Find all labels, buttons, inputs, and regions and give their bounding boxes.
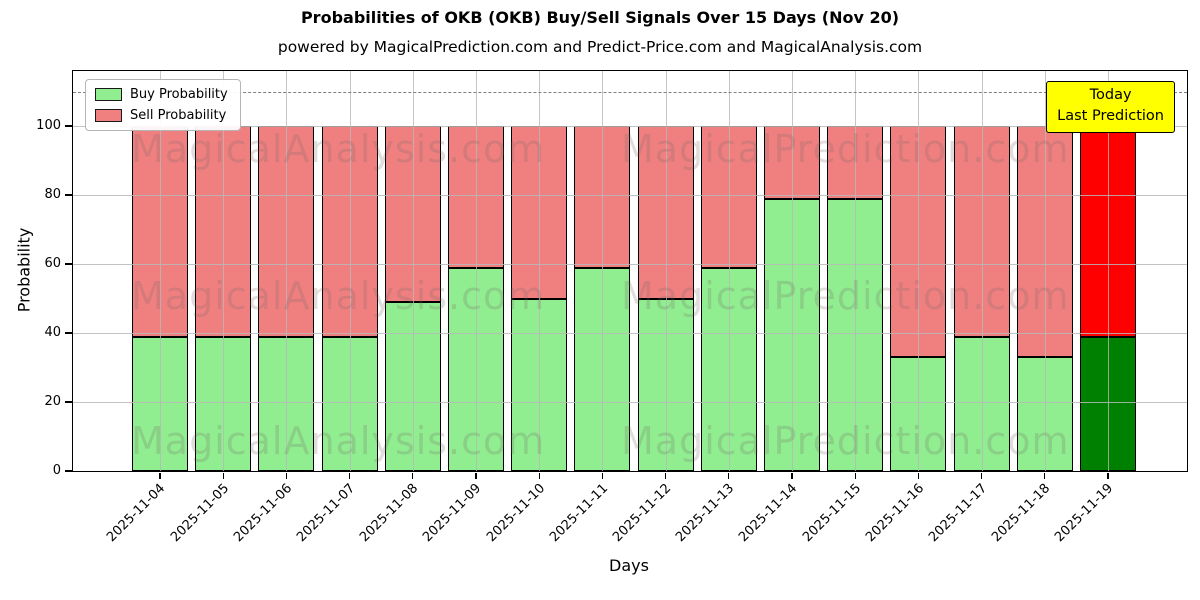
x-tick-mark (222, 472, 224, 479)
h-gridline-20 (73, 401, 1187, 403)
v-gridline (1108, 71, 1109, 471)
y-tick-mark (64, 263, 72, 265)
x-tick-mark (1107, 472, 1109, 479)
y-tick-20: 20 (44, 394, 61, 410)
x-tick-mark (980, 472, 983, 479)
h-gridline-60 (73, 263, 1187, 265)
y-tick-100: 100 (36, 118, 61, 134)
h-gridline-100 (73, 125, 1187, 127)
y-tick-mark (64, 401, 72, 403)
x-tick-label-text: 2025-11-05 (167, 481, 232, 546)
x-tick-label-text: 2025-11-12 (610, 481, 675, 546)
y-tick-40: 40 (44, 325, 61, 341)
axis-ticks-layer: 0 20 40 60 80 100 2025-11-04 2025-11-05 2025-11-… (36, 71, 1187, 545)
v-gridline (792, 71, 793, 471)
v-gridline (981, 71, 983, 471)
y-tick-60: 60 (44, 256, 61, 272)
v-gridline (223, 71, 225, 471)
v-gridline (160, 71, 161, 471)
v-gridline (1044, 71, 1046, 471)
x-tick-mark (664, 472, 667, 479)
x-tick-label-text: 2025-11-14 (736, 481, 801, 546)
legend-sell-label: Sell Probability (130, 108, 227, 123)
threshold-dashed-line (73, 91, 1187, 93)
plot-area: MagicalAnalysis.com MagicalPrediction.com… (36, 70, 1188, 545)
x-axis-label: Days (609, 556, 649, 575)
legend-item-buy: Buy Probability (95, 87, 228, 102)
v-gridline (855, 71, 857, 471)
v-gridline (476, 71, 477, 471)
x-tick-mark (728, 472, 730, 479)
x-tick-label-text: 2025-11-06 (230, 481, 295, 546)
today-annotation-line2: Last Prediction (1057, 108, 1164, 125)
v-gridline (286, 71, 288, 471)
x-tick-label-text: 2025-11-15 (799, 481, 864, 546)
legend: Buy Probability Sell Probability (85, 79, 241, 131)
today-annotation: Today Last Prediction (1046, 81, 1175, 134)
x-tick-mark (1044, 472, 1046, 479)
y-tick-0: 0 (52, 463, 61, 478)
x-tick-label-text: 2025-11-11 (546, 481, 611, 546)
y-tick-80: 80 (44, 187, 61, 203)
x-tick-mark (285, 472, 288, 479)
x-tick-mark (791, 472, 793, 479)
y-tick-mark (64, 332, 72, 334)
x-tick-mark (348, 472, 351, 479)
v-gridline (539, 71, 541, 471)
v-gridline (728, 71, 730, 471)
y-tick-mark (64, 125, 72, 127)
x-tick-label-text: 2025-11-10 (483, 481, 548, 546)
legend-buy-label: Buy Probability (130, 87, 228, 102)
v-gridline (349, 71, 351, 471)
x-tick-label-text: 2025-11-09 (420, 481, 485, 546)
v-gridline (918, 71, 920, 471)
buy-probability-swatch (95, 88, 122, 101)
grid-layer (73, 71, 1187, 471)
x-tick-label-text: 2025-11-18 (989, 481, 1054, 546)
v-gridline (412, 71, 414, 471)
legend-item-sell: Sell Probability (95, 108, 228, 123)
x-tick-label-text: 2025-11-04 (104, 481, 169, 546)
x-tick-label-text: 2025-11-19 (1052, 481, 1117, 546)
v-gridline (602, 71, 604, 471)
x-tick-label-text: 2025-11-13 (673, 481, 738, 546)
x-tick-mark (917, 472, 920, 479)
x-tick-mark (601, 472, 604, 479)
x-tick-label-text: 2025-11-08 (357, 481, 422, 546)
y-tick-mark (64, 194, 72, 196)
h-gridline-40 (73, 332, 1187, 334)
x-tick-mark (159, 472, 161, 479)
today-annotation-line1: Today (1089, 87, 1132, 103)
x-tick-mark (854, 472, 856, 479)
x-tick-mark (475, 472, 477, 479)
x-tick-mark (538, 472, 540, 479)
x-tick-label-text: 2025-11-16 (862, 481, 927, 546)
x-tick-label-text: 2025-11-17 (926, 481, 991, 546)
chart-title: Probabilities of OKB (OKB) Buy/Sell Sign… (300, 8, 900, 27)
y-tick-mark (64, 470, 72, 472)
sell-probability-swatch (95, 109, 122, 122)
chart-subtitle: powered by MagicalPrediction.com and Pre… (277, 38, 923, 56)
h-gridline-80 (73, 194, 1187, 196)
x-tick-label-text: 2025-11-07 (294, 481, 359, 546)
x-tick-mark (412, 472, 414, 479)
v-gridline (665, 71, 667, 471)
